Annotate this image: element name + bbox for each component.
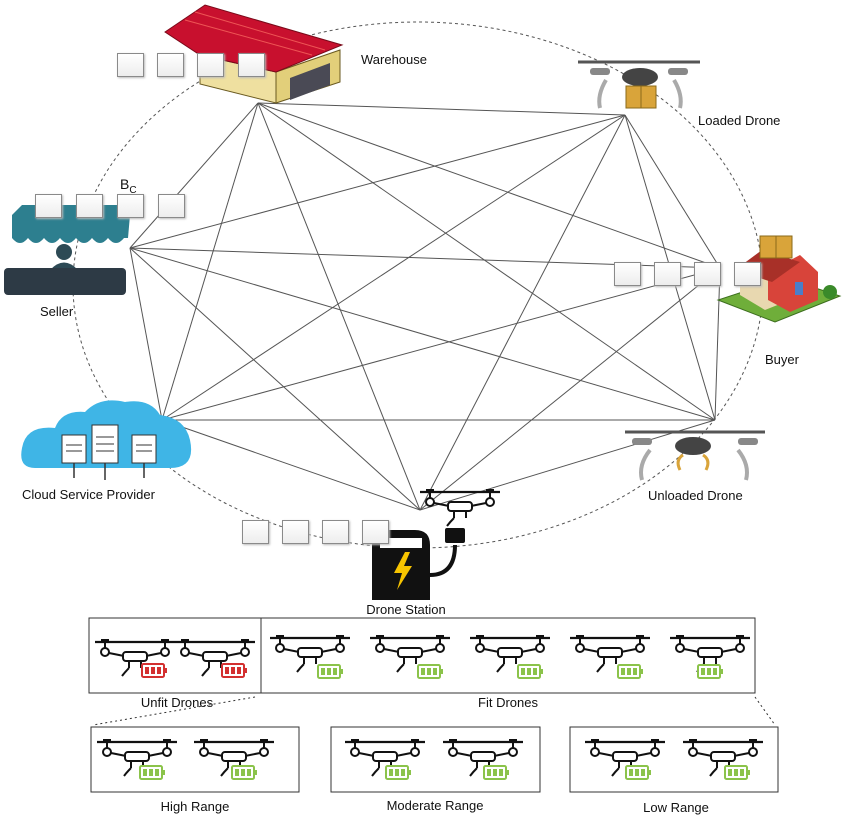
block (238, 53, 265, 77)
fit-drone-1 (268, 633, 352, 679)
mesh-edges (129, 102, 721, 511)
block (158, 194, 185, 218)
moderate-range-drone-2 (441, 737, 525, 780)
drone-station-label: Drone Station (366, 602, 446, 617)
block (282, 520, 309, 544)
fleet-box-high (90, 726, 300, 793)
fit-drone-4 (568, 633, 652, 679)
unfit-drone-2 (173, 637, 257, 678)
block (322, 520, 349, 544)
fit-drone-5 (668, 633, 752, 679)
block (734, 262, 761, 286)
unloaded-drone-label: Unloaded Drone (648, 488, 743, 503)
block (117, 194, 144, 218)
block-label: BC (120, 176, 137, 196)
fleet-box-fit (260, 617, 756, 694)
block (197, 53, 224, 77)
block-label-subscript: C (129, 184, 137, 196)
unloaded-drone-icon (625, 430, 765, 481)
block (157, 53, 184, 77)
block (35, 194, 62, 218)
fleet-box-low (569, 726, 779, 793)
buyer-label: Buyer (765, 352, 799, 367)
low-range-drone-2 (681, 737, 765, 780)
fit-drone-2 (368, 633, 452, 679)
block (117, 53, 144, 77)
drone-station-icon (372, 487, 502, 600)
unfit-drones-label: Unfit Drones (140, 695, 214, 710)
cloud-label: Cloud Service Provider (22, 487, 155, 502)
high-range-label: High Range (160, 799, 230, 814)
high-range-drone-1 (95, 737, 179, 780)
loaded-drone-icon (578, 60, 700, 109)
warehouse-label: Warehouse (361, 52, 427, 67)
moderate-range-drone-1 (343, 737, 427, 780)
block (362, 520, 389, 544)
loaded-drone-label: Loaded Drone (698, 113, 781, 128)
fit-drone-3 (468, 633, 552, 679)
high-range-drone-2 (192, 737, 276, 780)
fleet-box-unfit (88, 617, 262, 694)
block (242, 520, 269, 544)
seller-label: Seller (40, 304, 74, 319)
block (76, 194, 103, 218)
unfit-drone-1 (93, 637, 177, 678)
block (614, 262, 641, 286)
seller-shop-icon (4, 205, 130, 295)
low-range-label: Low Range (643, 800, 709, 815)
cloud-icon (21, 400, 192, 480)
block (654, 262, 681, 286)
low-range-drone-1 (583, 737, 667, 780)
fleet-box-moderate (330, 726, 541, 793)
moderate-range-label: Moderate Range (386, 798, 484, 813)
block (694, 262, 721, 286)
fit-drones-label: Fit Drones (478, 695, 538, 710)
